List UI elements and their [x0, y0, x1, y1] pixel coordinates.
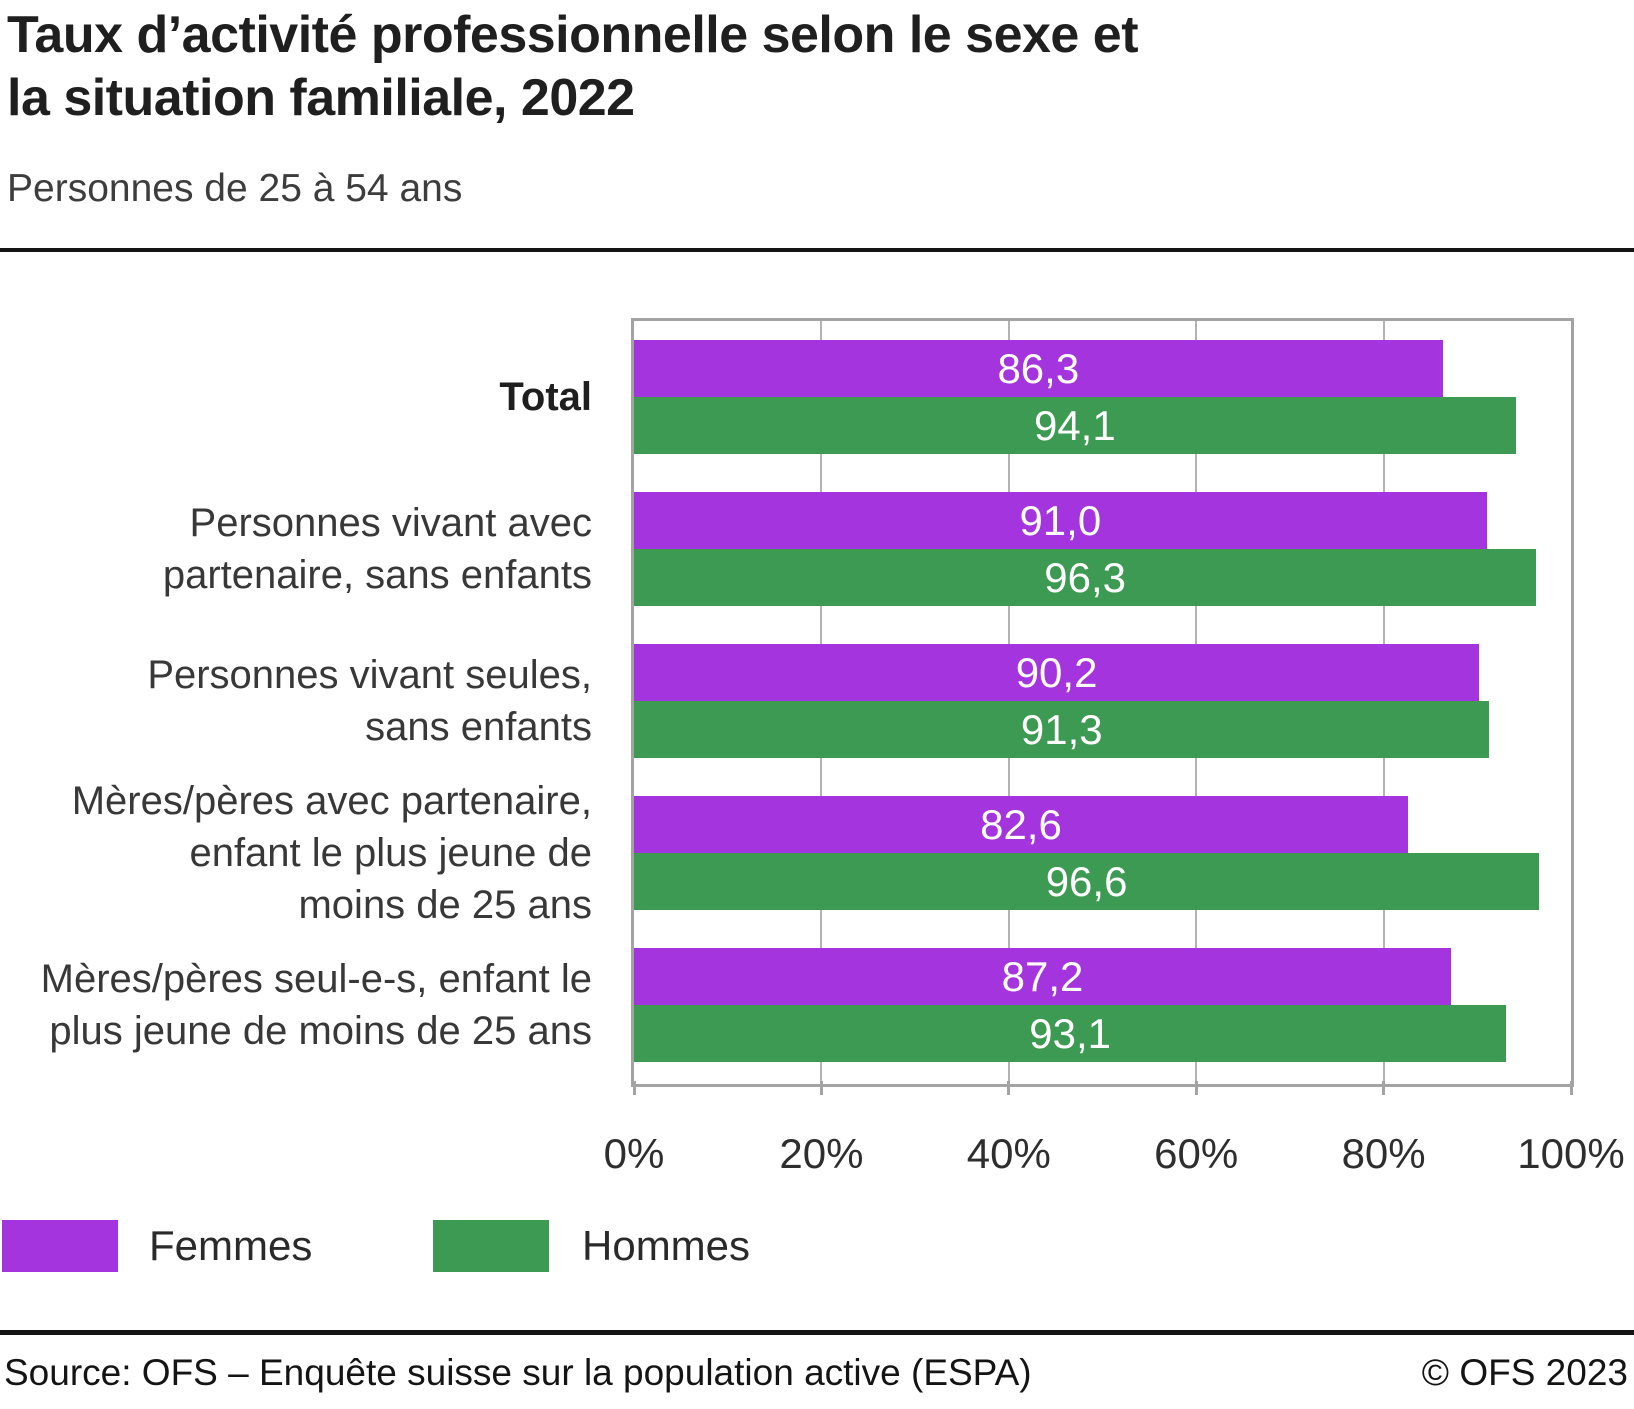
- bar-value-label: 93,1: [1029, 1010, 1112, 1057]
- bar-femmes-1: 91,0: [634, 492, 1487, 549]
- x-tick-label-20pct: 20%: [779, 1130, 864, 1177]
- bar-femmes-3: 82,6: [634, 796, 1408, 853]
- bar-hommes-2: 91,3: [634, 701, 1490, 758]
- plot-area: 86,3 94,1 91,0 96,3 90,2 91,3 82,6 96,6 87,2 93,1: [631, 318, 1574, 1095]
- category-label-1: Personnes vivant avec partenaire, sans e…: [162, 501, 592, 597]
- x-tick-label-80pct: 80%: [1341, 1130, 1426, 1177]
- bar-value-label: 82,6: [980, 801, 1062, 848]
- chart-subtitle: Personnes de 25 à 54 ans: [7, 167, 463, 210]
- bar-value-label: 87,2: [1001, 953, 1084, 1000]
- category-label-0: Total: [499, 375, 592, 419]
- footer-divider: [0, 1330, 1634, 1335]
- axis-tick-20: [819, 1081, 823, 1095]
- bar-value-label: 96,6: [1045, 858, 1128, 905]
- copyright-text: © OFS 2023: [1421, 1352, 1628, 1393]
- axis-tick-60: [1194, 1081, 1198, 1095]
- legend-label-femmes: Femmes: [149, 1222, 313, 1269]
- bar-value-label: 90,2: [1015, 649, 1098, 696]
- axis-tick-80: [1382, 1081, 1386, 1095]
- category-label-2: Personnes vivant seules, sans enfants: [147, 653, 592, 749]
- bar-hommes-0: 94,1: [634, 397, 1516, 454]
- source-text: Source: OFS – Enquête suisse sur la popu…: [4, 1352, 1032, 1393]
- legend-swatch-femmes: [2, 1220, 118, 1272]
- axis-tick-0: [632, 1081, 636, 1095]
- legend-label-hommes: Hommes: [582, 1222, 751, 1269]
- category-label-4: Mères/pères seul-e-s, enfant le plus jeu…: [40, 957, 592, 1053]
- axis-tick-100: [1569, 1081, 1573, 1095]
- x-tick-label-40pct: 40%: [966, 1130, 1051, 1177]
- bar-femmes-4: 87,2: [634, 948, 1452, 1005]
- legend-swatch-hommes: [433, 1220, 549, 1272]
- bar-value-label: 91,3: [1020, 706, 1103, 753]
- bar-value-label: 96,3: [1044, 554, 1127, 601]
- bar-hommes-3: 96,6: [634, 853, 1540, 910]
- x-tick-label-100pct: 100%: [1517, 1130, 1625, 1177]
- bar-hommes-1: 96,3: [634, 549, 1537, 606]
- x-tick-label-0pct: 0%: [603, 1130, 665, 1177]
- bar-hommes-4: 93,1: [634, 1005, 1507, 1062]
- bar-value-label: 91,0: [1019, 497, 1102, 544]
- category-label-3: Mères/pères avec partenaire, enfant le p…: [71, 779, 592, 927]
- axis-tick-40: [1007, 1081, 1011, 1095]
- bar-value-label: 86,3: [997, 345, 1080, 392]
- bar-femmes-0: 86,3: [634, 340, 1443, 397]
- x-tick-label-60pct: 60%: [1154, 1130, 1239, 1177]
- header-divider: [0, 248, 1634, 252]
- bar-femmes-2: 90,2: [634, 644, 1480, 701]
- bar-value-label: 94,1: [1033, 402, 1116, 449]
- chart-title: Taux d’activité professionnelle selon le…: [7, 6, 1139, 127]
